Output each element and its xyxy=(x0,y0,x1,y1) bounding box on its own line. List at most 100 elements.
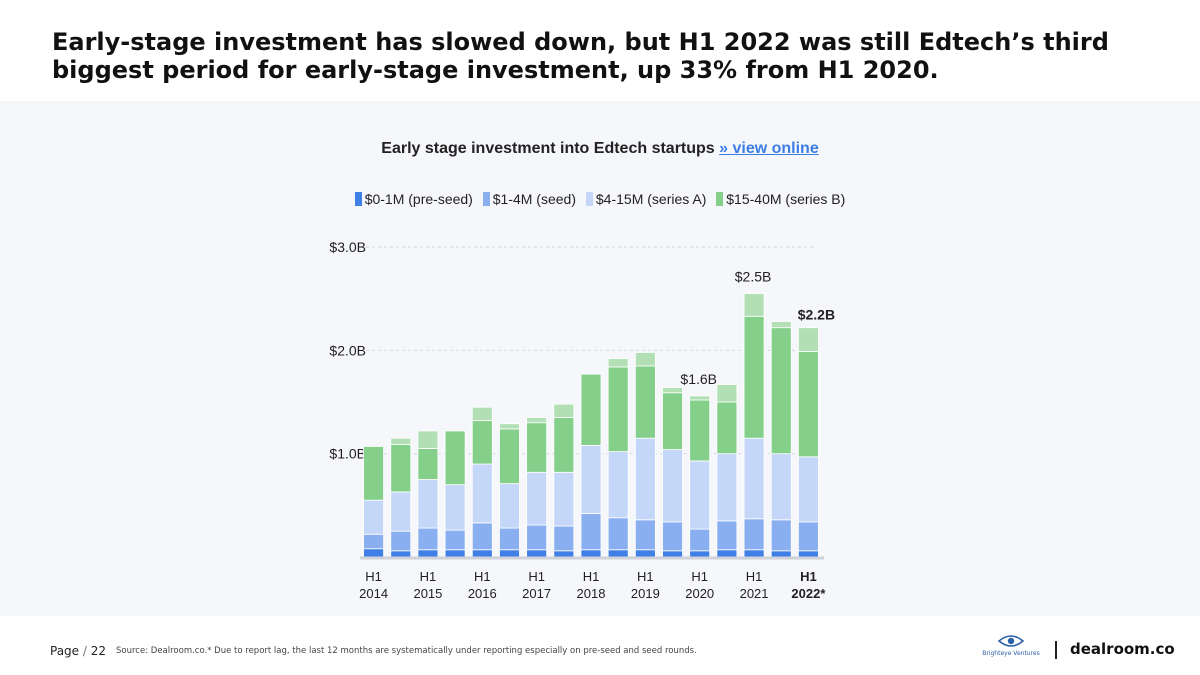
legend-label: $0-1M (pre-seed) xyxy=(364,191,473,207)
legend-item-series-a: $4-15M (series A) xyxy=(585,191,707,207)
bar-segment xyxy=(743,437,765,520)
bar-segment xyxy=(417,448,439,480)
chart-legend: $0-1M (pre-seed) $1-4M (seed) $4-15M (se… xyxy=(0,191,1200,207)
legend-label: $4-15M (series A) xyxy=(595,191,707,207)
bar-segment xyxy=(662,550,683,558)
bar-segment xyxy=(770,453,792,521)
bar-segment xyxy=(662,521,683,552)
brighteye-logo-text: Brighteye Ventures xyxy=(982,650,1040,657)
bar-segment xyxy=(499,549,520,558)
legend-item-seed: $1-4M (seed) xyxy=(482,191,576,207)
bar-segment xyxy=(662,392,683,450)
bar-segment xyxy=(743,518,765,551)
bar-segment xyxy=(526,422,548,473)
bar-segment xyxy=(471,522,493,551)
view-online-link[interactable]: » view online xyxy=(719,140,819,157)
x-tick-label: H1 xyxy=(474,569,491,584)
x-tick-label: 2014 xyxy=(359,586,388,601)
bar-segment xyxy=(689,399,711,462)
legend-swatch xyxy=(354,192,362,206)
source-note: Source: Dealroom.co.* Due to report lag,… xyxy=(116,646,697,656)
bar-segment xyxy=(662,387,683,394)
bar-segment xyxy=(526,471,548,526)
legend-item-series-b: $15-40M (series B) xyxy=(716,191,845,207)
bar-segment xyxy=(770,327,792,455)
bar-segment xyxy=(580,549,602,558)
eye-icon xyxy=(997,635,1025,647)
bar-segment xyxy=(526,417,548,424)
bar-segment xyxy=(607,451,629,519)
dealroom-logo: dealroom.co xyxy=(1070,640,1175,658)
bar-segment xyxy=(716,401,738,455)
bar-segment xyxy=(499,483,520,529)
bar-segment xyxy=(689,528,711,552)
data-label: $1.6B xyxy=(680,371,717,387)
bar-segment xyxy=(444,430,466,486)
data-label: $2.2B xyxy=(798,307,835,323)
x-tick-label: H1 xyxy=(746,569,763,584)
bar-segment xyxy=(553,471,575,527)
bar-segment xyxy=(499,428,520,485)
bar-segment xyxy=(662,449,683,523)
bar-segment xyxy=(580,373,602,446)
logo-divider xyxy=(1055,641,1057,659)
bar-segment xyxy=(553,417,575,473)
page-indicator: Page / 22 xyxy=(50,644,106,658)
bar-segment xyxy=(390,491,412,532)
bar-segment xyxy=(417,479,439,529)
x-tick-label: H1 xyxy=(583,569,600,584)
bar-segment xyxy=(417,549,439,558)
x-tick-label: H1 xyxy=(365,569,382,584)
x-tick-label: H1 xyxy=(691,569,708,584)
bar-segment xyxy=(363,548,384,558)
bar-segment xyxy=(363,446,384,501)
bar-segment xyxy=(444,549,466,558)
bar-segment xyxy=(770,321,792,329)
bar-segment xyxy=(607,549,629,558)
bar-segment xyxy=(444,529,466,551)
bar-segment xyxy=(634,437,656,521)
page-label: Page xyxy=(50,644,80,658)
bar-segment xyxy=(743,549,765,558)
legend-label: $1-4M (seed) xyxy=(492,191,576,207)
bar-segment xyxy=(553,525,575,552)
legend-item-pre-seed: $0-1M (pre-seed) xyxy=(354,191,473,207)
bar-segment xyxy=(471,549,493,558)
y-tick-label: $1.0B xyxy=(329,446,366,462)
bar-segment xyxy=(363,533,384,550)
x-tick-label: H1 xyxy=(420,569,437,584)
x-tick-label: H1 xyxy=(528,569,545,584)
bar-segment xyxy=(798,456,819,523)
x-tick-label: 2019 xyxy=(631,586,660,601)
page-number: 22 xyxy=(90,644,107,658)
chart-title: Early stage investment into Edtech start… xyxy=(0,140,1200,158)
bar-segment xyxy=(390,550,412,558)
bar-segment xyxy=(770,519,792,552)
y-tick-label: $2.0B xyxy=(329,342,366,358)
x-tick-label: H1 xyxy=(800,569,817,584)
bar-segment xyxy=(689,550,711,558)
bar-segment xyxy=(798,550,819,558)
chart-title-text: Early stage investment into Edtech start… xyxy=(381,140,715,157)
legend-swatch xyxy=(716,192,724,206)
x-tick-label: 2022* xyxy=(791,586,826,601)
bar-segment xyxy=(390,444,412,493)
bar-segment xyxy=(499,527,520,551)
data-label: $2.5B xyxy=(735,269,772,285)
bar-segment xyxy=(634,549,656,558)
bar-segment xyxy=(444,484,466,531)
bar-segment xyxy=(553,550,575,558)
bar-segment xyxy=(798,521,819,552)
bar-segment xyxy=(689,395,711,401)
bar-segment xyxy=(553,403,575,418)
legend-swatch xyxy=(585,192,593,206)
x-tick-label: 2020 xyxy=(685,586,714,601)
bar-segment xyxy=(580,513,602,551)
bar-segment xyxy=(716,384,738,403)
legend-swatch xyxy=(482,192,490,206)
bar-segment xyxy=(499,423,520,430)
bar-segment xyxy=(634,519,656,551)
bar-segment xyxy=(471,420,493,465)
bar-segment xyxy=(471,406,493,422)
bar-segment xyxy=(471,463,493,524)
